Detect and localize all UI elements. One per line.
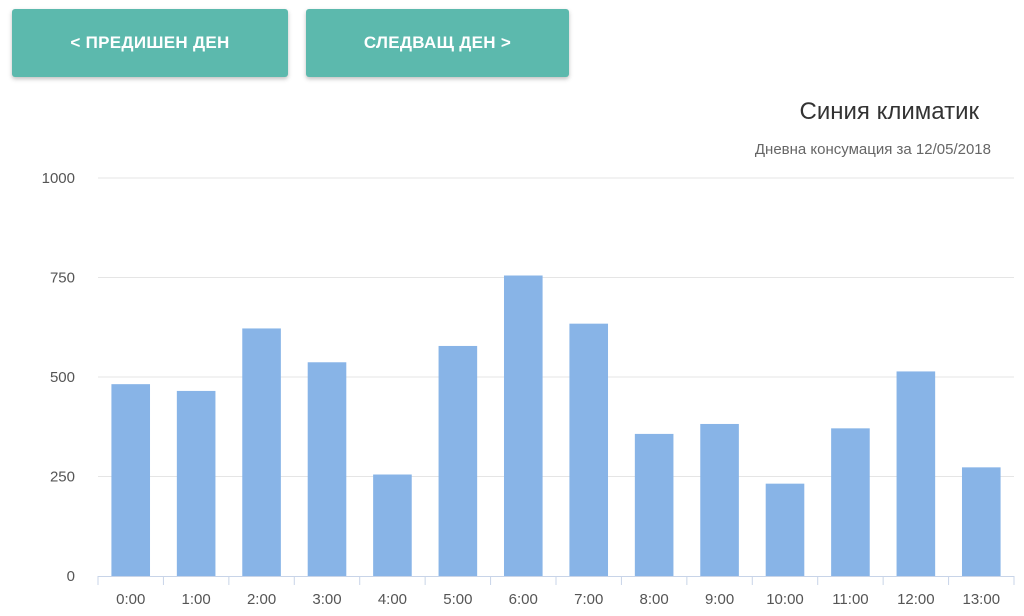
- x-axis-labels: 0:00 1:00 2:00 3:00 4:00 5:00 6:00 7:00 8:00 9:00…: [116, 591, 1000, 608]
- y-axis-labels: 0 250 500 750 1000: [42, 170, 75, 585]
- x-tick-label: 11:00: [832, 591, 868, 608]
- bar-1-00: [176, 390, 216, 576]
- bars: [111, 275, 1001, 576]
- y-tick-label: 0: [67, 568, 75, 585]
- chart-subtitle: Дневна консумация за 12/05/2018: [754, 141, 991, 158]
- bar-9-00: [700, 423, 739, 576]
- next-day-button[interactable]: СЛЕДВАЩ ДЕН >: [306, 9, 569, 77]
- x-tick-label: 13:00: [963, 591, 1001, 608]
- bar-13-00: [961, 467, 1001, 576]
- x-tick-label: 10:00: [766, 591, 804, 608]
- bar-8-00: [634, 433, 674, 576]
- previous-day-button[interactable]: < ПРЕДИШЕН ДЕН: [12, 9, 288, 77]
- bar-7-00: [569, 323, 609, 576]
- x-tick-label: 8:00: [640, 591, 669, 608]
- bar-0-00: [111, 384, 151, 576]
- bar-4-00: [373, 474, 412, 576]
- x-tick-label: 4:00: [378, 591, 407, 608]
- y-tick-label: 250: [50, 469, 75, 486]
- x-tick-label: 1:00: [182, 591, 211, 608]
- bar-6-00: [503, 275, 543, 576]
- bar-12-00: [896, 371, 936, 576]
- y-tick-label: 1000: [42, 170, 75, 187]
- y-tick-label: 750: [50, 270, 75, 287]
- x-tick-label: 0:00: [116, 591, 145, 608]
- x-axis: [97, 576, 1015, 585]
- x-tick-label: 5:00: [443, 591, 472, 608]
- bar-3-00: [307, 362, 347, 576]
- bar-5-00: [438, 345, 478, 576]
- bar-2-00: [242, 328, 281, 576]
- x-tick-label: 2:00: [247, 591, 276, 608]
- bar-11-00: [831, 428, 870, 576]
- y-tick-label: 500: [50, 369, 75, 386]
- bar-10-00: [765, 483, 805, 576]
- x-tick-label: 6:00: [509, 591, 538, 608]
- chart-title: Синия климатик: [799, 98, 979, 125]
- x-tick-label: 7:00: [574, 591, 603, 608]
- gridlines: [98, 177, 1014, 477]
- x-tick-label: 9:00: [705, 591, 734, 608]
- x-tick-label: 12:00: [897, 591, 935, 608]
- x-tick-label: 3:00: [312, 591, 341, 608]
